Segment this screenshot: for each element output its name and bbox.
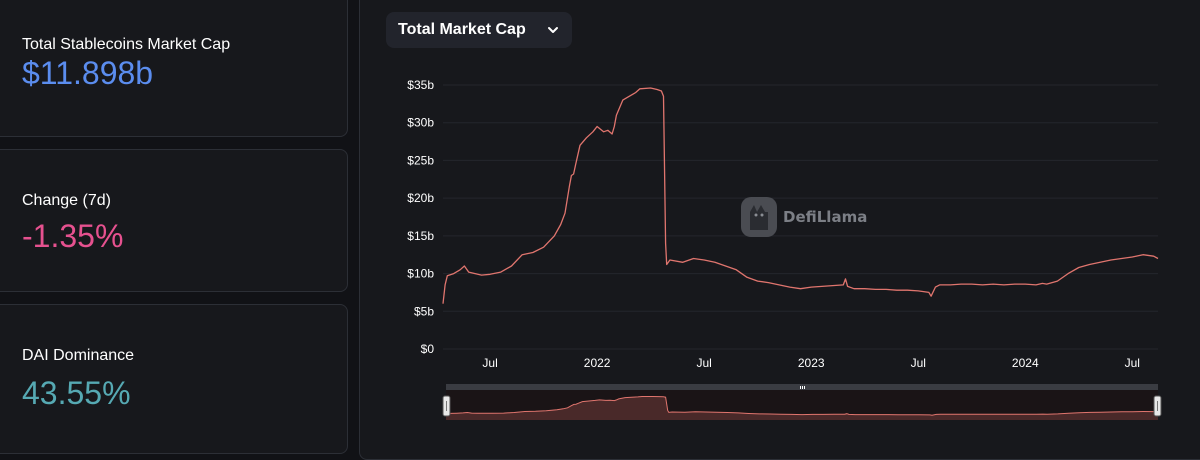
chart-grid xyxy=(443,84,1158,350)
metric-select[interactable]: Total Market Cap xyxy=(386,12,572,48)
total-market-cap-card: Total Stablecoins Market Cap $11.898b xyxy=(0,0,348,137)
x-tick-label: Jul xyxy=(1125,356,1140,370)
dai-dominance-label: DAI Dominance xyxy=(22,347,135,364)
defillama-logo-icon xyxy=(741,197,777,237)
slider-handle-left[interactable] xyxy=(442,395,451,417)
x-axis: Jul 2022 Jul 2023 Jul 2024 Jul xyxy=(482,356,1140,370)
y-tick-label: $0 xyxy=(421,342,435,356)
y-tick-label: $5b xyxy=(414,304,434,318)
y-tick-label: $10b xyxy=(407,267,434,281)
change-7d-label: Change (7d) xyxy=(22,192,111,209)
y-axis: $0 $5b $10b $15b $20b $25b $30b $35b xyxy=(407,78,434,356)
x-tick-label: Jul xyxy=(911,356,926,370)
y-tick-label: $20b xyxy=(407,191,434,205)
slider-preview-area xyxy=(446,396,1158,420)
x-tick-label: Jul xyxy=(696,356,711,370)
slider-preview-line xyxy=(445,396,1159,417)
total-market-cap-value: $11.898b xyxy=(22,55,154,91)
x-tick-label: 2022 xyxy=(584,356,611,370)
watermark-text: DefiLlama xyxy=(783,208,867,226)
y-tick-label: $30b xyxy=(407,116,434,130)
y-tick-label: $15b xyxy=(407,229,434,243)
y-tick-label: $35b xyxy=(407,78,434,92)
market-cap-line xyxy=(442,87,1159,304)
chevron-down-icon xyxy=(548,27,558,33)
total-market-cap-label: Total Stablecoins Market Cap xyxy=(22,36,231,53)
slider-handle-right[interactable] xyxy=(1153,395,1162,417)
x-tick-label: 2023 xyxy=(798,356,825,370)
defillama-watermark: DefiLlama xyxy=(741,197,867,237)
slider-center-grip-icon[interactable] xyxy=(800,386,805,389)
metric-select-label: Total Market Cap xyxy=(398,21,526,38)
y-tick-label: $25b xyxy=(407,153,434,167)
x-tick-label: Jul xyxy=(482,356,497,370)
change-7d-card: Change (7d) -1.35% xyxy=(0,149,348,292)
dai-dominance-value: 43.55% xyxy=(22,375,131,411)
x-tick-label: 2024 xyxy=(1012,356,1039,370)
range-slider[interactable] xyxy=(442,384,1162,420)
dai-dominance-card: DAI Dominance 43.55% xyxy=(0,304,348,454)
market-cap-chart: DefiLlama $0$5b$10b$15b$20b$25b$30b$35b … xyxy=(407,78,1162,420)
change-7d-value: -1.35% xyxy=(22,218,124,254)
